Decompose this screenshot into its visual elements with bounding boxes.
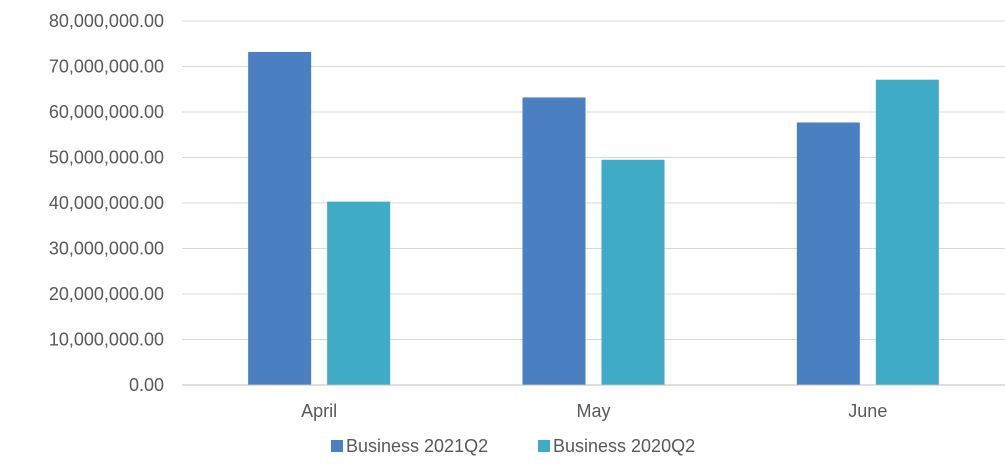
legend-label: Business 2020Q2 [553,436,695,456]
y-tick-label: 20,000,000.00 [49,284,164,304]
y-tick-label: 0.00 [129,375,164,395]
bar-may-series-2 [601,159,665,385]
x-category-label: April [301,401,337,421]
y-tick-label: 40,000,000.00 [49,193,164,213]
legend-label: Business 2021Q2 [346,436,488,456]
bar-may-series-1 [522,97,586,385]
x-axis-category-labels: April May June [301,401,887,421]
legend-swatch [331,440,343,452]
y-axis-tick-labels: 0.00 10,000,000.00 20,000,000.00 30,000,000… [49,11,164,395]
y-tick-label: 80,000,000.00 [49,11,164,31]
y-tick-label: 70,000,000.00 [49,57,164,77]
bar-april-series-1 [248,51,312,385]
gridlines [182,20,1005,340]
y-tick-label: 60,000,000.00 [49,102,164,122]
bar-april-series-2 [327,201,391,385]
y-tick-label: 10,000,000.00 [49,330,164,350]
y-tick-label: 50,000,000.00 [49,148,164,168]
legend-swatch [538,440,550,452]
bar-june-series-2 [875,79,939,385]
legend: Business 2021Q2 Business 2020Q2 [331,436,695,456]
x-category-label: May [576,401,610,421]
y-tick-label: 30,000,000.00 [49,239,164,259]
bar-june-series-1 [796,122,860,385]
x-category-label: June [848,401,887,421]
bars [248,51,939,385]
